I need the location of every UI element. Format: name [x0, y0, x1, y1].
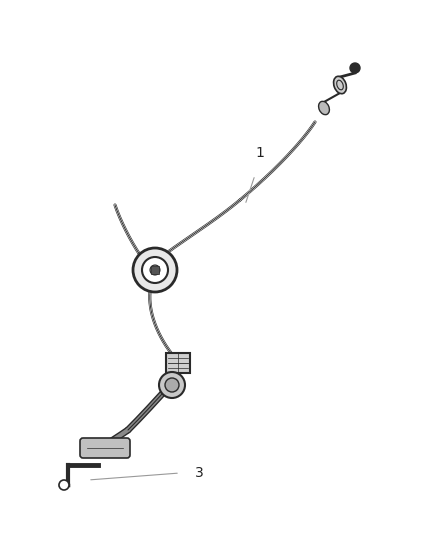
Ellipse shape [318, 101, 328, 115]
Circle shape [150, 265, 159, 275]
Ellipse shape [333, 76, 346, 94]
Text: 1: 1 [254, 146, 263, 160]
Circle shape [165, 378, 179, 392]
Bar [166, 353, 190, 373]
FancyBboxPatch shape [80, 438, 130, 458]
Text: 3: 3 [194, 466, 203, 480]
Circle shape [141, 257, 168, 283]
Circle shape [159, 372, 184, 398]
Circle shape [133, 248, 177, 292]
Bar [151, 266, 159, 274]
Circle shape [349, 63, 359, 73]
Circle shape [59, 480, 69, 490]
